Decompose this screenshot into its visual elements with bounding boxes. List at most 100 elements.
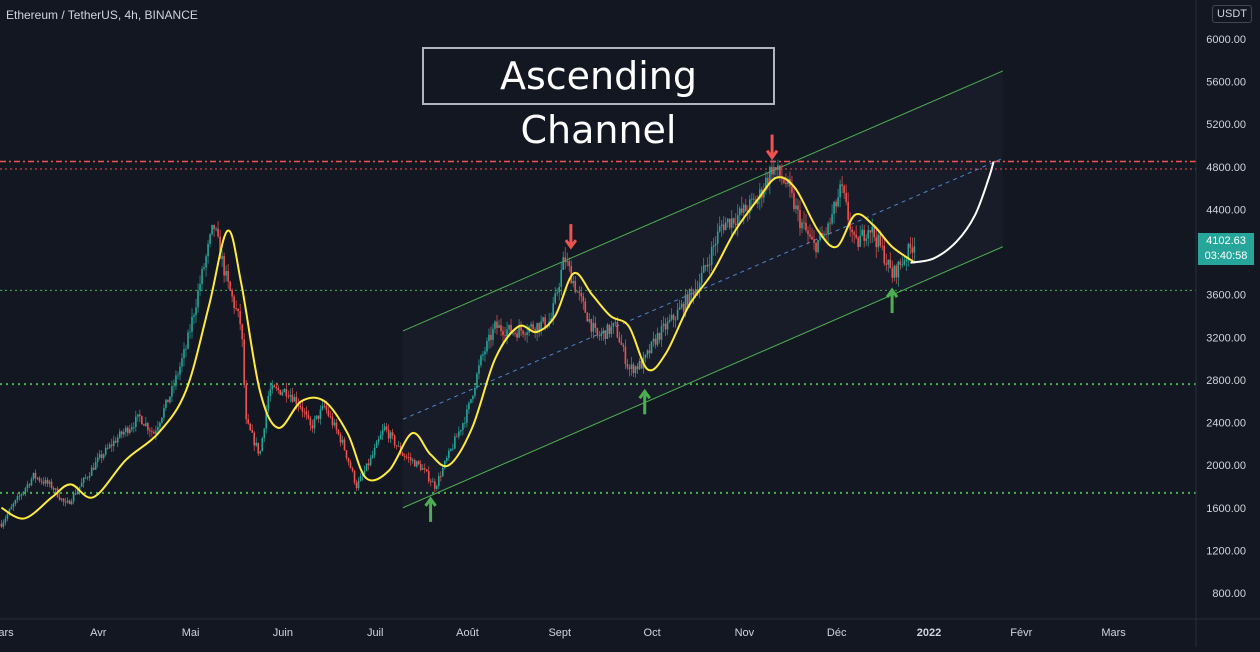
candle-body-227 <box>456 436 458 438</box>
candle-body-244 <box>490 334 492 340</box>
candle-body-316 <box>634 366 637 374</box>
candle-body-406 <box>815 242 817 253</box>
last-price-label: 4102.63 03:40:58 <box>1198 233 1254 265</box>
candle-body-371 <box>745 204 747 212</box>
candle-body-358 <box>718 226 721 232</box>
y-tick-label: 800.00 <box>1212 588 1246 600</box>
candle-body-181 <box>363 470 366 475</box>
price-axis[interactable]: 800.00 1200.00 1600.00 2000.00 2400.00 2800.0… <box>1206 34 1246 600</box>
candle-body-52 <box>104 447 107 455</box>
candle-body-291 <box>584 301 587 313</box>
candle-body-299 <box>600 333 603 337</box>
candle-body-222 <box>446 457 448 461</box>
candle-body-404 <box>811 236 813 240</box>
candle-body-200 <box>401 453 404 456</box>
candle-body-74 <box>149 430 151 432</box>
candle-body-186 <box>373 447 376 455</box>
candle-body-302 <box>606 324 609 339</box>
candle-body-154 <box>309 418 312 426</box>
candle-body-6 <box>12 503 15 507</box>
candle-body-128 <box>257 442 260 454</box>
candle-body-353 <box>708 264 711 266</box>
candle-body-137 <box>275 387 278 389</box>
candles <box>0 155 916 529</box>
candle-body-178 <box>357 481 360 489</box>
candle-body-425 <box>853 232 855 235</box>
candle-body-318 <box>638 361 641 370</box>
currency-badge[interactable]: USDT <box>1212 5 1252 23</box>
candle-body-177 <box>355 482 358 489</box>
candle-body-308 <box>618 337 621 343</box>
candle-body-282 <box>566 261 569 263</box>
candle-body-97 <box>195 307 197 316</box>
candle-body-275 <box>552 303 554 319</box>
candle-body-271 <box>544 317 546 328</box>
candle-body-68 <box>137 414 139 417</box>
candle-body-69 <box>139 414 141 417</box>
candle-body-335 <box>672 314 675 320</box>
candle-body-210 <box>421 468 424 470</box>
y-tick-label: 6000.00 <box>1206 34 1246 46</box>
candle-body-59 <box>118 431 121 438</box>
candle-body-366 <box>734 223 737 226</box>
candle-body-409 <box>821 233 823 236</box>
candle-body-400 <box>803 222 805 224</box>
candle-body-104 <box>209 234 211 244</box>
candle-body-359 <box>720 224 723 227</box>
channel-upper-line <box>402 70 1004 332</box>
candle-body-138 <box>277 388 280 391</box>
candle-body-449 <box>901 264 904 266</box>
channel-middle-line <box>402 157 1004 420</box>
candle-body-83 <box>167 399 169 403</box>
candle-body-445 <box>893 265 896 278</box>
time-axis[interactable]: ars Avr Mai Juin Juil Août Sept Oct Nov Déc 2022 Fé… <box>0 627 1126 639</box>
candle-body-398 <box>799 210 801 229</box>
candle-body-118 <box>237 308 239 312</box>
candle-body-354 <box>710 246 713 265</box>
candle-body-173 <box>347 457 350 463</box>
candle-body-89 <box>179 366 181 375</box>
candle-body-192 <box>385 426 388 430</box>
candle-body-188 <box>377 439 380 442</box>
candle-body-226 <box>454 436 456 449</box>
symbol-title[interactable]: Ethereum / TetherUS, 4h, BINANCE <box>6 8 198 22</box>
candle-body-65 <box>131 427 133 430</box>
candle-body-230 <box>462 423 464 431</box>
y-tick-label: 4400.00 <box>1206 204 1246 216</box>
candle-body-317 <box>636 366 639 370</box>
candle-body-432 <box>867 230 870 239</box>
candle-body-34 <box>68 500 71 505</box>
x-tick-label: Nov <box>735 627 755 639</box>
candle-body-348 <box>698 282 701 292</box>
channel-lower-line <box>402 246 1004 509</box>
candle-body-14 <box>28 484 31 486</box>
candle-body-46 <box>92 467 95 470</box>
candle-body-133 <box>267 396 270 411</box>
candle-body-297 <box>596 328 599 336</box>
candle-body-378 <box>759 189 761 200</box>
candle-body-367 <box>736 215 739 226</box>
x-tick-label: Févr <box>1010 627 1032 639</box>
candle-body-426 <box>855 234 857 238</box>
candle-body-189 <box>379 434 382 440</box>
candle-body-351 <box>704 265 707 267</box>
candle-body-84 <box>169 396 171 403</box>
y-tick-label: 1600.00 <box>1206 503 1246 515</box>
candle-body-345 <box>692 291 695 296</box>
candle-body-342 <box>686 294 689 306</box>
candle-body-382 <box>767 177 769 184</box>
candle-body-324 <box>650 341 653 353</box>
candle-body-213 <box>427 471 430 482</box>
candle-body-19 <box>38 477 41 481</box>
candle-body-123 <box>247 419 249 424</box>
candle-body-183 <box>367 463 370 466</box>
candle-body-206 <box>413 460 416 467</box>
candle-body-85 <box>171 386 173 397</box>
candle-body-375 <box>753 198 755 200</box>
x-tick-label: Mai <box>182 627 200 639</box>
candle-body-152 <box>305 411 308 415</box>
candle-body-56 <box>112 440 115 447</box>
arrow-down-1 <box>765 134 779 161</box>
